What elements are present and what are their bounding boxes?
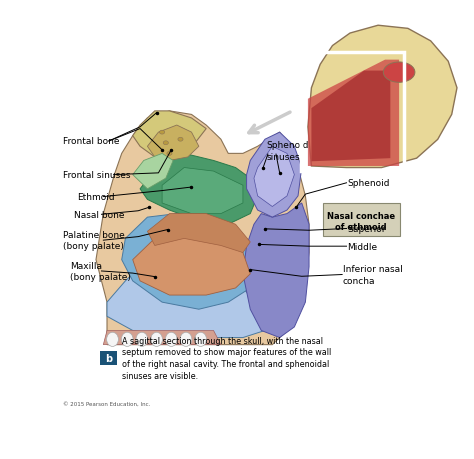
- Polygon shape: [133, 232, 250, 296]
- FancyBboxPatch shape: [100, 351, 117, 365]
- Text: b: b: [105, 353, 112, 363]
- Polygon shape: [133, 112, 206, 161]
- Polygon shape: [96, 112, 309, 345]
- FancyBboxPatch shape: [323, 204, 400, 236]
- Polygon shape: [103, 331, 221, 345]
- Text: Palatine bone
(bony palate): Palatine bone (bony palate): [63, 230, 125, 251]
- Polygon shape: [122, 214, 258, 309]
- Text: Maxilla
(bony palate): Maxilla (bony palate): [70, 261, 131, 281]
- Polygon shape: [308, 26, 457, 168]
- Text: © 2015 Pearson Education, Inc.: © 2015 Pearson Education, Inc.: [63, 401, 150, 406]
- Ellipse shape: [136, 332, 148, 347]
- Text: Frontal sinuses: Frontal sinuses: [63, 171, 130, 180]
- Text: Frontal bone: Frontal bone: [63, 137, 119, 146]
- Polygon shape: [254, 147, 294, 207]
- Polygon shape: [133, 154, 173, 190]
- Text: Inferior nasal
concha: Inferior nasal concha: [343, 265, 402, 285]
- Ellipse shape: [121, 332, 133, 347]
- Polygon shape: [147, 126, 199, 161]
- Text: Superior: Superior: [347, 224, 386, 234]
- Text: Ethmoid: Ethmoid: [78, 193, 115, 202]
- Ellipse shape: [195, 332, 207, 347]
- Text: A sagittal section through the skull, with the nasal
septum removed to show majo: A sagittal section through the skull, wi…: [122, 336, 332, 380]
- Polygon shape: [243, 203, 309, 338]
- Ellipse shape: [163, 141, 168, 146]
- Ellipse shape: [107, 332, 118, 347]
- Polygon shape: [107, 267, 265, 338]
- Ellipse shape: [383, 63, 415, 83]
- Ellipse shape: [180, 332, 192, 347]
- Ellipse shape: [160, 131, 164, 135]
- Polygon shape: [311, 72, 390, 162]
- Ellipse shape: [167, 152, 172, 156]
- Ellipse shape: [151, 332, 163, 347]
- Text: Middle: Middle: [347, 242, 378, 251]
- Polygon shape: [246, 133, 301, 218]
- Ellipse shape: [178, 138, 183, 142]
- Text: Sphenoid: Sphenoid: [347, 179, 390, 188]
- Polygon shape: [162, 168, 243, 214]
- Ellipse shape: [165, 332, 177, 347]
- Polygon shape: [147, 214, 250, 253]
- Polygon shape: [140, 154, 258, 225]
- Text: Nasal bone: Nasal bone: [74, 210, 125, 219]
- Polygon shape: [308, 61, 399, 167]
- Text: Nasal conchae
of ethmoid: Nasal conchae of ethmoid: [327, 211, 395, 231]
- Text: Sphenoidal
sinuses: Sphenoidal sinuses: [267, 141, 318, 161]
